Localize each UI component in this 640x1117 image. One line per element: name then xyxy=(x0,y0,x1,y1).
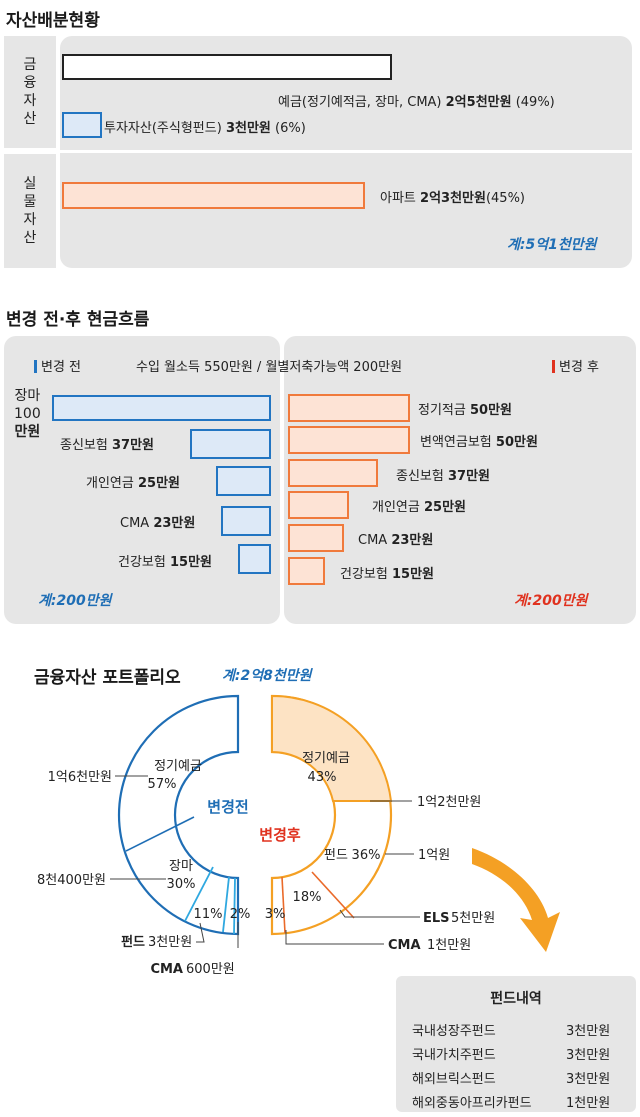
before-bar-pension xyxy=(216,466,271,496)
before-label-whole-life: 종신보험 37만원 xyxy=(60,438,154,453)
fund-row-amount: 1천만원 xyxy=(566,1096,611,1111)
fund-row-name: 국내성장주펀드 xyxy=(412,1024,496,1039)
asset-label-investment: 투자자산(주식형펀드) 3천만원 (6%) xyxy=(104,121,306,136)
before-bar-health xyxy=(238,544,271,574)
portfolio-section-title: 금융자산 포트폴리오 xyxy=(34,668,181,688)
after-total: 계:200만원 xyxy=(514,593,588,609)
real-group-panel xyxy=(4,154,56,268)
after-slice-cma-pct: 3% xyxy=(265,907,286,922)
after-label-health: 건강보험 15만원 xyxy=(340,567,434,582)
after-slice-deposit xyxy=(271,694,393,802)
income-note: 수입 월소득 550만원 / 월별저축가능액 200만원 xyxy=(136,360,403,375)
fund-box-title: 펀드내역 xyxy=(490,991,542,1007)
fund-row-amount: 3천만원 xyxy=(566,1072,611,1087)
leader-after-cma xyxy=(285,930,384,945)
financial-group-panel xyxy=(4,36,56,148)
before-slice-jangma-pct: 30% xyxy=(167,877,196,892)
asset-bar-deposit xyxy=(62,54,392,80)
fund-box xyxy=(396,976,636,1112)
asset-total: 계:5억1천만원 xyxy=(507,237,597,253)
asset-section-title: 자산배분현황 xyxy=(6,11,100,31)
after-bar-whole-life xyxy=(288,459,379,487)
asset-bar-apartment xyxy=(62,182,366,209)
asset-label-apartment: 아파트 2억3천만원(45%) xyxy=(380,191,526,206)
after-slice-deposit-amount: 1억2천만원 xyxy=(417,795,481,810)
portfolio-total: 계:2억8천만원 xyxy=(222,668,312,684)
asset-bar-investment xyxy=(62,112,103,138)
before-bar-whole-life xyxy=(189,429,271,459)
asset-divider xyxy=(60,150,632,153)
before-slice-fund-pct: 11% xyxy=(194,907,223,922)
fund-row-amount: 3천만원 xyxy=(566,1048,611,1063)
before-divider-1 xyxy=(125,816,195,852)
after-slice-els-name: ELS xyxy=(423,911,450,926)
before-bar-jangma xyxy=(52,395,271,421)
after-slice-deposit-name: 정기예금 xyxy=(302,751,350,766)
before-slice-cma-amount: 600만원 xyxy=(186,962,235,977)
after-divider-2 xyxy=(281,876,286,934)
before-slice-fund-name: 펀드 xyxy=(121,934,145,950)
after-center-label: 변경후 xyxy=(259,826,301,844)
after-label-pension: 개인연금 25만원 xyxy=(372,500,466,515)
after-bar-variable-annuity xyxy=(288,426,410,454)
fund-row-name: 국내가치주펀드 xyxy=(412,1048,496,1063)
after-label-whole-life: 종신보험 37만원 xyxy=(396,469,490,484)
before-center-label: 변경전 xyxy=(207,798,248,816)
before-bar-cma xyxy=(220,506,271,536)
after-slice-els-amount: 5천만원 xyxy=(451,911,495,926)
after-label-savings: 정기적금 50만원 xyxy=(418,403,512,418)
asset-label-deposit: 예금(정기예적금, 장마, CMA) 2억5천만원 (49%) xyxy=(278,95,555,110)
after-marker: 변경 후 xyxy=(552,356,599,375)
fund-row-name: 해외브릭스펀드 xyxy=(412,1072,496,1087)
cashflow-section-title: 변경 전·후 현금흐름 xyxy=(6,310,150,330)
before-slice-cma-pct: 2% xyxy=(230,907,251,922)
after-bar-health xyxy=(288,557,325,585)
fund-row-name: 해외중동아프리카펀드 xyxy=(412,1096,532,1111)
before-slice-deposit-pct: 57% xyxy=(148,777,177,792)
after-slice-fund-name: 펀드 xyxy=(324,848,348,863)
fund-row-amount: 3천만원 xyxy=(566,1024,611,1039)
after-bar-pension xyxy=(288,491,349,519)
after-bar-cma xyxy=(288,524,345,552)
before-label-pension: 개인연금 25만원 xyxy=(86,476,180,491)
financial-group-label: 금 융 자 산 xyxy=(23,57,37,127)
leader-before-fund xyxy=(196,922,205,943)
after-divider-1 xyxy=(311,871,355,919)
before-divider-3 xyxy=(222,876,230,933)
after-label-cma: CMA 23만원 xyxy=(358,533,434,548)
before-divider-4 xyxy=(233,877,236,935)
after-bar-savings xyxy=(288,394,410,422)
arrow-to-fund-box xyxy=(472,848,560,952)
before-label-health: 건강보험 15만원 xyxy=(118,555,212,570)
before-slice-jangma-amount: 8천400만원 xyxy=(37,873,106,888)
after-slice-fund-amount: 1억원 xyxy=(418,848,450,863)
after-slice-els-pct: 18% xyxy=(293,890,322,905)
after-label-variable-annuity: 변액연금보험 50만원 xyxy=(420,435,538,450)
before-slice-deposit-amount: 1억6천만원 xyxy=(48,770,112,785)
before-divider-2 xyxy=(184,866,214,922)
before-slice-fund-amount: 3천만원 xyxy=(148,935,192,950)
after-slice-fund-pct: 36% xyxy=(352,848,381,863)
before-slice-deposit-name: 정기예금 xyxy=(154,759,202,774)
before-slice-jangma-name: 장마 xyxy=(169,859,193,874)
before-total: 계:200만원 xyxy=(38,593,112,609)
real-group-label: 실 물 자 산 xyxy=(23,176,37,246)
before-label-jangma: 장마 100 만원 xyxy=(14,388,41,440)
after-slice-deposit-pct: 43% xyxy=(308,770,337,785)
after-slice-cma-amount: 1천만원 xyxy=(427,938,471,953)
before-label-cma: CMA 23만원 xyxy=(120,516,196,531)
after-slice-cma-name: CMA xyxy=(388,938,421,953)
before-marker: 변경 전 xyxy=(34,356,81,375)
leader-after-els xyxy=(339,909,420,918)
before-slice-cma-name: CMA xyxy=(150,962,183,977)
portfolio-chart: 변경전 변경후 정기예금 57% 1억6천만원 장마 30% 8천400만원 1… xyxy=(37,694,560,977)
